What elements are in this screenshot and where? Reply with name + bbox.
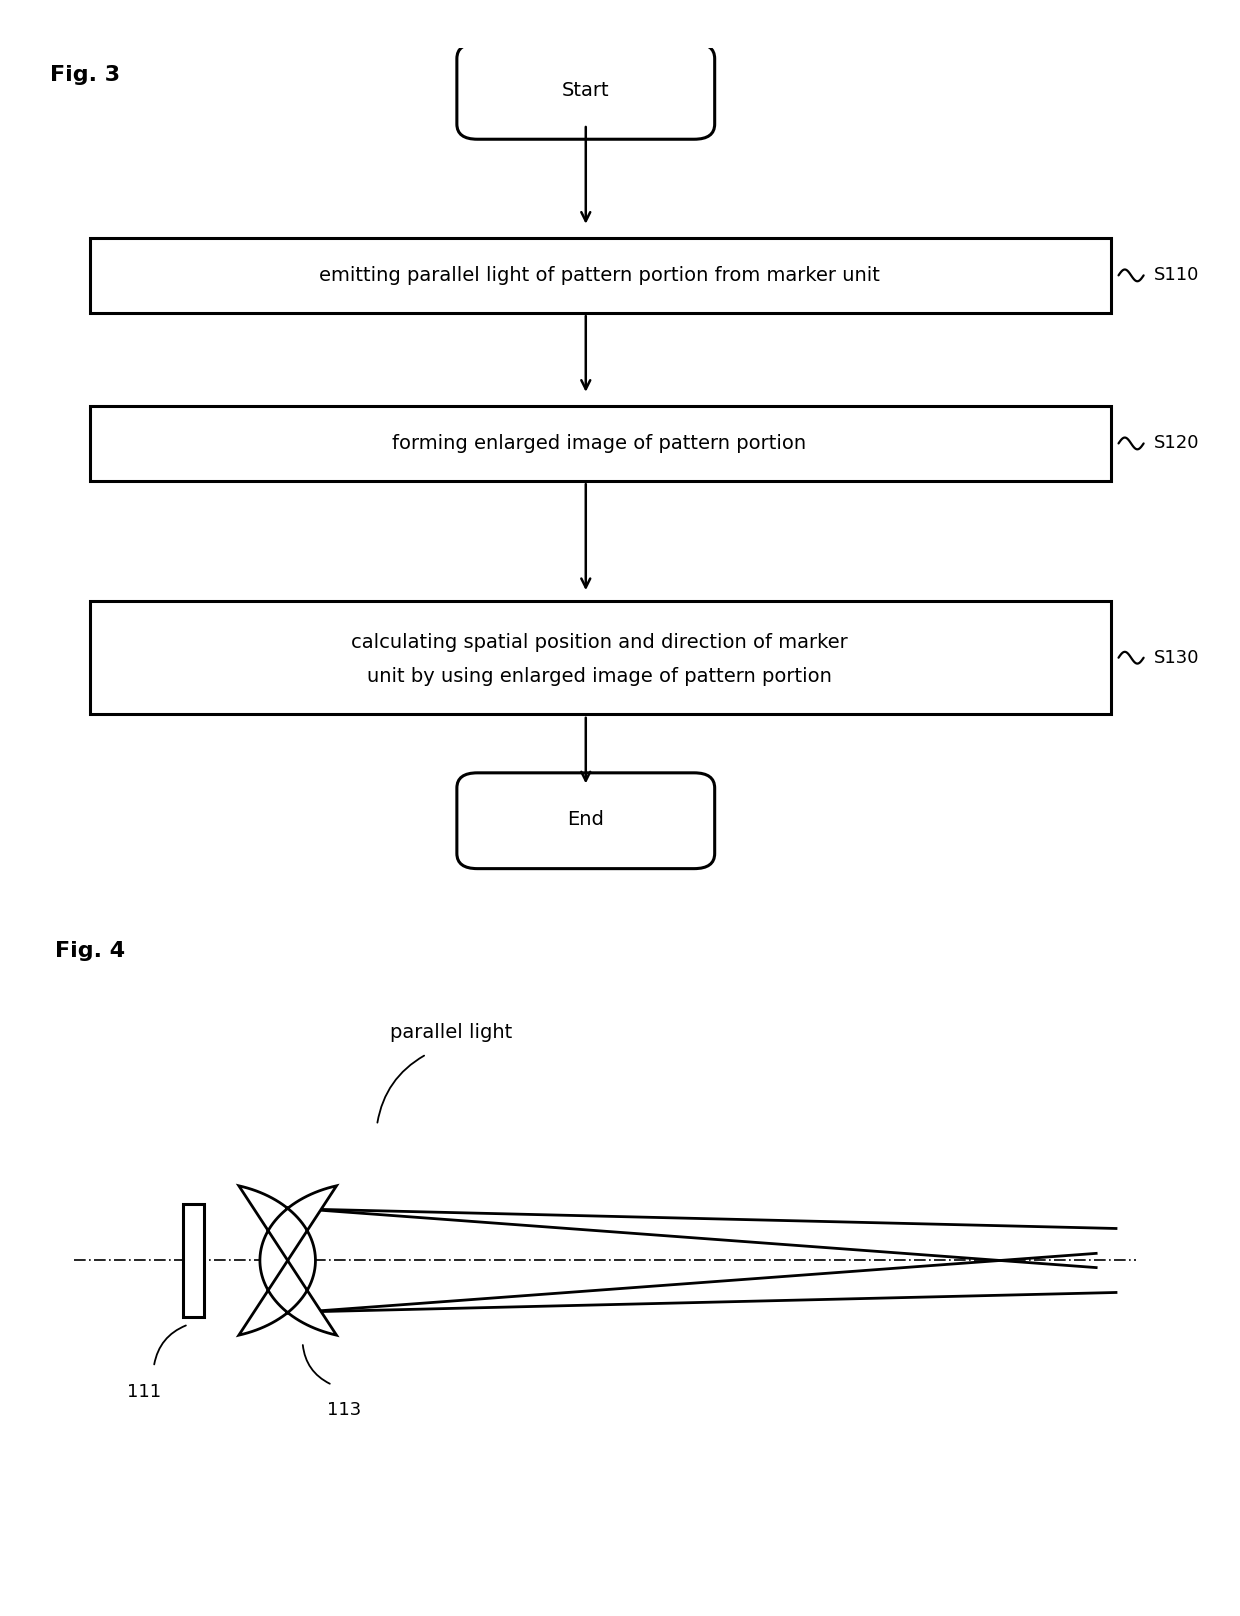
Text: emitting parallel light of pattern portion from marker unit: emitting parallel light of pattern porti… bbox=[319, 267, 880, 284]
Text: End: End bbox=[568, 810, 604, 829]
Bar bbox=[89, 238, 1111, 314]
Text: 111: 111 bbox=[126, 1383, 161, 1401]
Text: Fig. 4: Fig. 4 bbox=[55, 941, 125, 960]
Text: S110: S110 bbox=[1154, 267, 1199, 284]
FancyBboxPatch shape bbox=[456, 44, 714, 139]
Bar bbox=[182, 1204, 205, 1317]
Text: forming enlarged image of pattern portion: forming enlarged image of pattern portio… bbox=[392, 435, 806, 452]
Polygon shape bbox=[239, 1186, 336, 1335]
Text: S130: S130 bbox=[1154, 648, 1199, 667]
Text: Start: Start bbox=[562, 81, 610, 100]
Text: 113: 113 bbox=[327, 1401, 361, 1419]
Bar bbox=[89, 601, 1111, 714]
Text: Fig. 3: Fig. 3 bbox=[50, 65, 120, 86]
Text: calculating spatial position and direction of marker: calculating spatial position and directi… bbox=[351, 633, 848, 653]
Text: S120: S120 bbox=[1154, 435, 1199, 452]
Bar bbox=[89, 406, 1111, 482]
Text: unit by using enlarged image of pattern portion: unit by using enlarged image of pattern … bbox=[367, 667, 832, 685]
FancyBboxPatch shape bbox=[456, 772, 714, 869]
Text: parallel light: parallel light bbox=[391, 1023, 512, 1042]
